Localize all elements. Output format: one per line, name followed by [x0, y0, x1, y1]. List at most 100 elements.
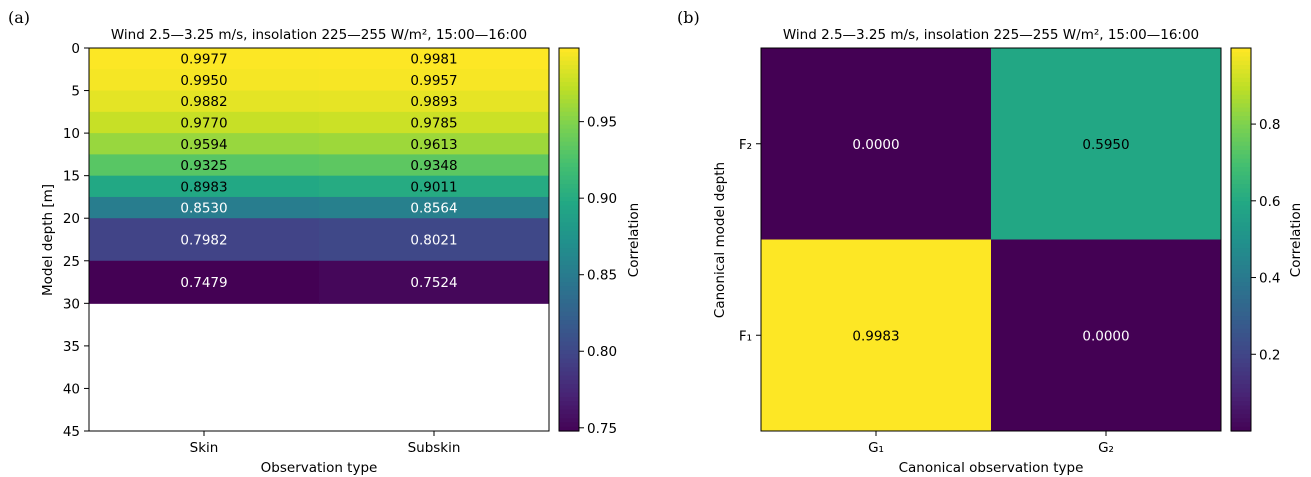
colorbar-segment — [1231, 188, 1251, 194]
colorbar-segment — [559, 350, 579, 355]
colorbar-segment — [559, 230, 579, 236]
colorbar-segment — [1231, 379, 1251, 385]
colorbar-segment — [559, 150, 579, 155]
colorbar-segment — [559, 299, 579, 304]
colorbar-segment — [559, 239, 579, 245]
colorbar-segment — [559, 167, 579, 173]
heatmap-cell — [761, 48, 992, 240]
colorbar-segment — [559, 82, 579, 87]
colorbar-segment — [1231, 226, 1251, 232]
colorbar-segment — [1231, 218, 1251, 224]
colorbar-segment — [1231, 294, 1251, 300]
heatmap-cell — [89, 111, 320, 134]
colorbar-segment — [559, 158, 579, 164]
panel-a-x-axis: Skin Subskin — [190, 431, 460, 456]
colorbar-segment — [1231, 196, 1251, 202]
y-tick-label: 10 — [63, 126, 80, 142]
heatmap-cell — [319, 260, 550, 304]
colorbar-segment — [559, 367, 579, 373]
cell-value-label: 0.9977 — [180, 52, 227, 68]
heatmap-cell — [319, 48, 550, 70]
colorbar-segment — [559, 294, 579, 300]
colorbar-segment — [559, 388, 579, 394]
colorbar-segment — [1231, 82, 1251, 87]
panel-a-colorbar-label: Correlation — [626, 203, 642, 277]
heatmap-cell — [761, 239, 992, 432]
colorbar-segment — [559, 260, 579, 266]
colorbar-segment — [559, 69, 579, 75]
x-tick-label: G₂ — [1098, 440, 1114, 456]
x-tick-label: Skin — [190, 440, 219, 456]
colorbar-segment — [559, 179, 579, 185]
colorbar-segment — [559, 282, 579, 287]
colorbar-segment — [1231, 103, 1251, 109]
heatmap-cell — [89, 133, 320, 155]
colorbar-segment — [1231, 401, 1251, 407]
colorbar-segment — [559, 354, 579, 360]
cell-value-label: 0.9785 — [410, 115, 457, 131]
panel-b: Wind 2.5—3.25 m/s, insolation 225—255 W/… — [712, 27, 1304, 476]
colorbar-segment — [1231, 341, 1251, 347]
cell-value-label: 0.0000 — [1082, 328, 1129, 344]
colorbar-segment — [559, 154, 579, 160]
colorbar-segment — [559, 120, 579, 126]
colorbar-segment — [1231, 248, 1251, 253]
colorbar-segment — [1231, 90, 1251, 96]
y-tick-label: 20 — [63, 211, 80, 227]
colorbar-segment — [559, 77, 579, 83]
cell-value-label: 0.8021 — [410, 233, 457, 249]
colorbar-segment — [559, 90, 579, 96]
colorbar-segment — [559, 205, 579, 211]
colorbar-tick-label: 0.6 — [1259, 194, 1280, 210]
colorbar-segment — [1231, 388, 1251, 394]
colorbar-tick-label: 0.95 — [587, 115, 617, 131]
colorbar-segment — [1231, 324, 1251, 330]
heatmap-cell — [319, 90, 550, 113]
colorbar-segment — [559, 141, 579, 147]
panel-a-y-axis: 0 5 10 15 20 25 30 35 40 45 — [63, 41, 89, 440]
colorbar-segment — [1231, 243, 1251, 249]
colorbar-segment — [1231, 162, 1251, 168]
colorbar-segment — [1231, 273, 1251, 279]
cell-value-label: 0.8564 — [410, 201, 457, 217]
colorbar-segment — [1231, 222, 1251, 228]
colorbar-segment — [559, 362, 579, 368]
colorbar-segment — [559, 52, 579, 58]
cell-value-label: 0.9613 — [410, 137, 457, 153]
colorbar-segment — [1231, 124, 1251, 130]
colorbar-segment — [1231, 311, 1251, 317]
y-tick-label: 40 — [63, 381, 80, 397]
colorbar-segment — [559, 235, 579, 241]
colorbar-segment — [559, 290, 579, 296]
colorbar-segment — [1231, 290, 1251, 296]
colorbar-segment — [559, 333, 579, 338]
colorbar-segment — [1231, 192, 1251, 198]
panel-b-y-axis: F₂ F₁ — [739, 137, 761, 344]
colorbar-segment — [1231, 116, 1251, 121]
panel-b-xlabel: Canonical observation type — [899, 460, 1084, 476]
colorbar-segment — [559, 86, 579, 92]
colorbar-segment — [559, 145, 579, 151]
panel-a-letter: (a) — [8, 8, 30, 27]
colorbar-segment — [559, 371, 579, 377]
colorbar-segment — [1231, 362, 1251, 368]
colorbar-frame — [1230, 47, 1252, 432]
colorbar-segment — [1231, 269, 1251, 275]
heatmap-cell — [89, 175, 320, 198]
colorbar-segment — [559, 107, 579, 113]
colorbar-segment — [559, 341, 579, 347]
colorbar-segment — [1231, 120, 1251, 126]
colorbar-segment — [559, 307, 579, 313]
colorbar-segment — [559, 409, 579, 415]
colorbar-segment — [559, 192, 579, 198]
colorbar-tick-label: 0.90 — [587, 191, 617, 207]
colorbar-segment — [559, 124, 579, 130]
colorbar-segment — [1231, 299, 1251, 304]
colorbar-segment — [559, 162, 579, 168]
colorbar-tick-label: 0.75 — [587, 421, 617, 437]
colorbar-segment — [1231, 260, 1251, 266]
panel-b-frame — [760, 47, 1222, 432]
colorbar-segment — [559, 175, 579, 181]
panel-a-title: Wind 2.5—3.25 m/s, insolation 225—255 W/… — [111, 27, 527, 43]
heatmap-cell — [319, 218, 550, 262]
